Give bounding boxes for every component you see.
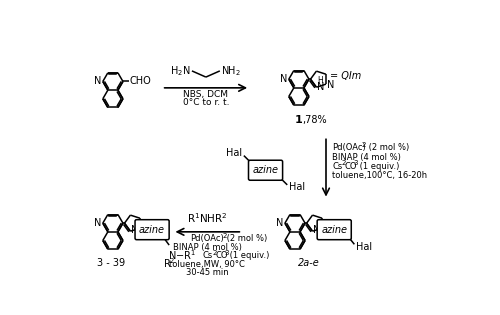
Text: NH$_2$: NH$_2$: [222, 64, 242, 78]
Text: H: H: [317, 76, 323, 85]
Text: N: N: [323, 224, 330, 234]
FancyBboxPatch shape: [248, 160, 282, 180]
Text: Cs: Cs: [202, 251, 212, 260]
FancyBboxPatch shape: [317, 220, 352, 240]
Text: (1 equiv.): (1 equiv.): [357, 162, 400, 171]
Text: azine: azine: [252, 165, 278, 175]
Text: ,78%: ,78%: [302, 115, 326, 125]
Text: (2 mol %): (2 mol %): [366, 143, 409, 152]
FancyBboxPatch shape: [135, 220, 169, 240]
Text: BINAP (4 mol %): BINAP (4 mol %): [173, 243, 242, 252]
Text: Hal: Hal: [356, 242, 372, 252]
Text: N$-$R$^1$: N$-$R$^1$: [168, 248, 196, 262]
Text: Pd(OAc): Pd(OAc): [190, 234, 224, 243]
Text: N: N: [326, 80, 334, 90]
Text: 0°C to r. t.: 0°C to r. t.: [182, 98, 229, 107]
Text: 2a-e: 2a-e: [298, 258, 320, 268]
Text: N: N: [314, 226, 320, 235]
Text: 1: 1: [295, 115, 303, 125]
Text: (2 mol %): (2 mol %): [224, 234, 268, 243]
Text: toluene,MW, 90°C: toluene,MW, 90°C: [170, 260, 246, 269]
Text: N: N: [280, 74, 287, 84]
Text: N: N: [317, 82, 324, 92]
Text: Hal: Hal: [289, 182, 305, 192]
Text: (1 equiv.): (1 equiv.): [227, 251, 269, 260]
Text: 3: 3: [224, 250, 229, 256]
Text: 2: 2: [222, 233, 226, 239]
Text: N: N: [94, 218, 101, 228]
Text: 2: 2: [213, 250, 217, 256]
Text: N: N: [276, 218, 283, 228]
Text: NBS, DCM: NBS, DCM: [184, 90, 228, 99]
Text: CO: CO: [215, 251, 228, 260]
Text: 2: 2: [342, 160, 346, 166]
Text: 2: 2: [362, 142, 366, 148]
Text: 3 - 39: 3 - 39: [98, 258, 126, 268]
Text: Cs: Cs: [332, 162, 342, 171]
Text: Pd(OAc): Pd(OAc): [332, 143, 366, 152]
Text: CO: CO: [344, 162, 357, 171]
Text: 3: 3: [354, 160, 358, 166]
Text: Hal: Hal: [226, 148, 242, 158]
Text: CHO: CHO: [130, 77, 152, 87]
Text: N: N: [140, 224, 148, 234]
Text: BINAP (4 mol %): BINAP (4 mol %): [332, 153, 401, 162]
Text: N: N: [131, 226, 138, 235]
Text: toluene,100°C, 16-20h: toluene,100°C, 16-20h: [332, 171, 428, 180]
Text: = QIm: = QIm: [330, 71, 361, 81]
Text: R$^2$: R$^2$: [163, 257, 175, 271]
Text: 30-45 min: 30-45 min: [186, 268, 228, 277]
Text: H$_2$N: H$_2$N: [170, 64, 190, 78]
Text: R$^1$NHR$^2$: R$^1$NHR$^2$: [187, 211, 228, 225]
Text: azine: azine: [321, 225, 347, 235]
Text: N: N: [94, 77, 101, 87]
Text: azine: azine: [139, 225, 165, 235]
